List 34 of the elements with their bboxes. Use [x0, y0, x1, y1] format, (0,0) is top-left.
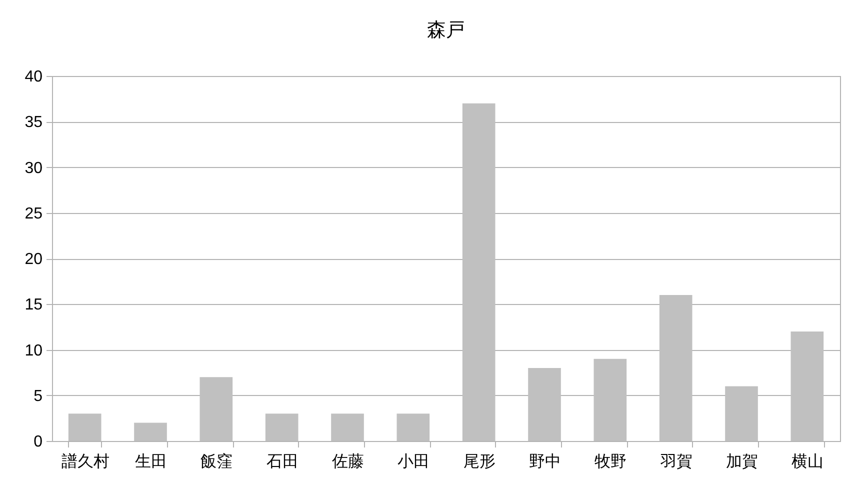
- bar: [331, 414, 364, 441]
- y-tick-label: 30: [24, 160, 43, 177]
- bar: [200, 377, 233, 441]
- x-tick-label: 譜久村: [61, 452, 110, 470]
- x-tick-label: 横山: [792, 452, 824, 470]
- y-tick-label: 5: [34, 388, 43, 405]
- y-tick-label: 35: [24, 114, 43, 132]
- bar: [790, 332, 824, 441]
- y-tick-label: 15: [24, 296, 43, 314]
- chart-title: 森戸: [427, 19, 465, 41]
- bar: [396, 414, 430, 441]
- x-tick-label: 生田: [135, 452, 167, 470]
- bar: [528, 368, 561, 441]
- bar: [462, 103, 496, 441]
- y-tick-label: 40: [24, 68, 43, 86]
- bar: [725, 386, 758, 441]
- bar: [134, 422, 167, 441]
- x-tick-label: 牧野: [594, 454, 627, 470]
- bar: [265, 414, 298, 441]
- bar: [594, 358, 627, 441]
- y-tick-label: 0: [34, 434, 43, 450]
- bar: [68, 414, 102, 441]
- x-tick-label: 飯窪: [200, 452, 233, 470]
- x-tick-label: 佐藤: [332, 452, 364, 470]
- y-tick-label: 20: [24, 251, 43, 268]
- x-tick-label: 羽賀: [659, 454, 692, 470]
- x-tick-label: 小田: [398, 452, 430, 470]
- y-tick-label: 25: [24, 205, 43, 222]
- bar: [659, 295, 692, 441]
- x-tick-label: 加賀: [726, 452, 758, 470]
- x-tick-label: 尾形: [463, 454, 496, 470]
- x-tick-label: 野中: [529, 452, 561, 470]
- y-tick-label: 10: [24, 342, 43, 360]
- x-tick-label: 石田: [266, 454, 298, 470]
